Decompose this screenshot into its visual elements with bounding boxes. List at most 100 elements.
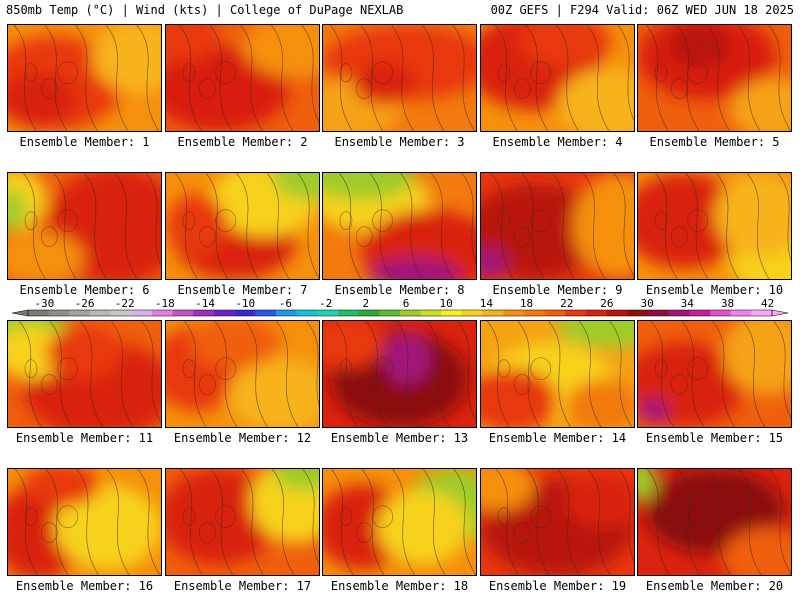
height-contour — [275, 321, 299, 427]
height-contour — [706, 25, 731, 131]
height-contour — [79, 321, 104, 427]
temperature-field — [638, 321, 791, 427]
map-title: 850mb Temp (°C) | Wind (kts) | College o… — [6, 3, 404, 17]
ensemble-member-17-map — [165, 468, 320, 576]
terrain-contour — [182, 359, 196, 379]
ensemble-member-label: Ensemble Member: 1 — [19, 135, 150, 149]
colorbar-tick-label: 10 — [440, 298, 453, 310]
temperature-region — [557, 67, 634, 131]
ensemble-member-5-map — [637, 24, 792, 132]
terrain-contour — [530, 505, 551, 529]
terrain-contour — [24, 63, 38, 83]
temperature-region — [722, 527, 791, 575]
colorbar-tick-label: 34 — [681, 298, 695, 310]
temperature-region — [8, 231, 85, 279]
colorbar-swatch — [338, 310, 359, 316]
terrain-contour — [497, 359, 511, 379]
height-contour — [746, 173, 770, 279]
terrain-contour — [356, 374, 373, 395]
terrain-contour — [530, 357, 551, 381]
height-contour — [685, 173, 709, 279]
ensemble-member-label: Ensemble Member: 9 — [492, 283, 623, 297]
height-contour — [521, 173, 545, 279]
colorbar-tick-label: 2 — [363, 298, 370, 310]
temperature-region — [227, 358, 319, 427]
height-contour — [271, 469, 295, 575]
ensemble-member-label: Ensemble Member: 2 — [177, 135, 308, 149]
height-contour — [141, 321, 161, 423]
height-contour — [83, 173, 108, 279]
height-contour — [650, 321, 674, 427]
height-contour — [114, 173, 138, 279]
colorbar-swatch — [28, 310, 49, 316]
colorbar-swatch — [131, 310, 153, 316]
height-contour — [430, 173, 454, 279]
temperature-field — [481, 321, 634, 427]
height-contour — [239, 25, 264, 131]
temperature-region — [53, 484, 161, 570]
height-contour — [453, 469, 476, 575]
height-contour — [270, 25, 294, 131]
terrain-contour — [654, 359, 668, 379]
colorbar-swatch — [69, 310, 91, 316]
height-contour — [240, 469, 265, 575]
temperature-field — [481, 25, 634, 131]
temperature-field — [323, 469, 476, 575]
height-contour — [209, 25, 233, 131]
temperature-region — [722, 321, 791, 396]
height-contour — [711, 321, 736, 427]
temperature-field — [166, 321, 319, 427]
ensemble-member-19-map — [480, 468, 635, 576]
colorbar-swatch — [214, 310, 235, 316]
height-contour — [49, 321, 73, 427]
temperature-region — [8, 188, 27, 232]
ensemble-member-label: Ensemble Member: 3 — [334, 135, 465, 149]
temperature-region — [481, 247, 508, 279]
temperature-region — [668, 25, 730, 68]
height-contour — [395, 321, 420, 427]
temperature-region — [166, 194, 228, 258]
height-contour — [75, 469, 100, 575]
terrain-contour — [372, 61, 393, 85]
height-contour — [738, 469, 762, 575]
height-contour — [14, 469, 38, 575]
terrain-contour — [356, 226, 373, 247]
ensemble-member-label: Ensemble Member: 15 — [645, 431, 784, 445]
colorbar-swatch — [255, 310, 277, 316]
ensemble-member-1-map — [7, 24, 162, 132]
height-contour — [266, 173, 290, 279]
ensemble-member-10-map — [637, 172, 792, 280]
height-contour — [646, 469, 670, 575]
colorbar-swatch — [296, 310, 318, 316]
terrain-contour — [199, 522, 216, 543]
colorbar-tick-label: 42 — [761, 298, 774, 310]
height-contour — [306, 321, 319, 406]
height-contour — [205, 173, 229, 279]
ensemble-member-label: Ensemble Member: 13 — [330, 431, 469, 445]
height-contour — [330, 469, 354, 575]
height-contour — [457, 321, 476, 422]
height-contour — [426, 321, 450, 427]
temperature-region — [166, 25, 220, 63]
colorbar-tick-label: 18 — [520, 298, 533, 310]
temperature-region — [519, 25, 612, 68]
colorbar-swatch — [544, 310, 566, 316]
height-contour — [137, 469, 161, 575]
colorbar-tick-label: -18 — [155, 298, 175, 310]
temperature-field — [8, 321, 161, 427]
temperature-region — [323, 321, 385, 369]
colorbar-swatch — [420, 310, 442, 316]
ensemble-member-label: Ensemble Member: 6 — [19, 283, 150, 297]
model-valid-time: 00Z GEFS | F294 Valid: 06Z WED JUN 18 20… — [490, 3, 794, 17]
terrain-contour — [530, 209, 551, 233]
terrain-contour — [339, 507, 353, 527]
height-contour — [360, 25, 384, 131]
height-contour — [45, 469, 69, 575]
height-contour — [587, 469, 611, 575]
terrain-contour — [687, 505, 708, 529]
terrain-contour — [687, 357, 708, 381]
temperature-field — [166, 469, 319, 575]
ensemble-member-label: Ensemble Member: 19 — [488, 579, 627, 593]
height-contour — [390, 25, 415, 131]
terrain-contour — [24, 507, 38, 527]
